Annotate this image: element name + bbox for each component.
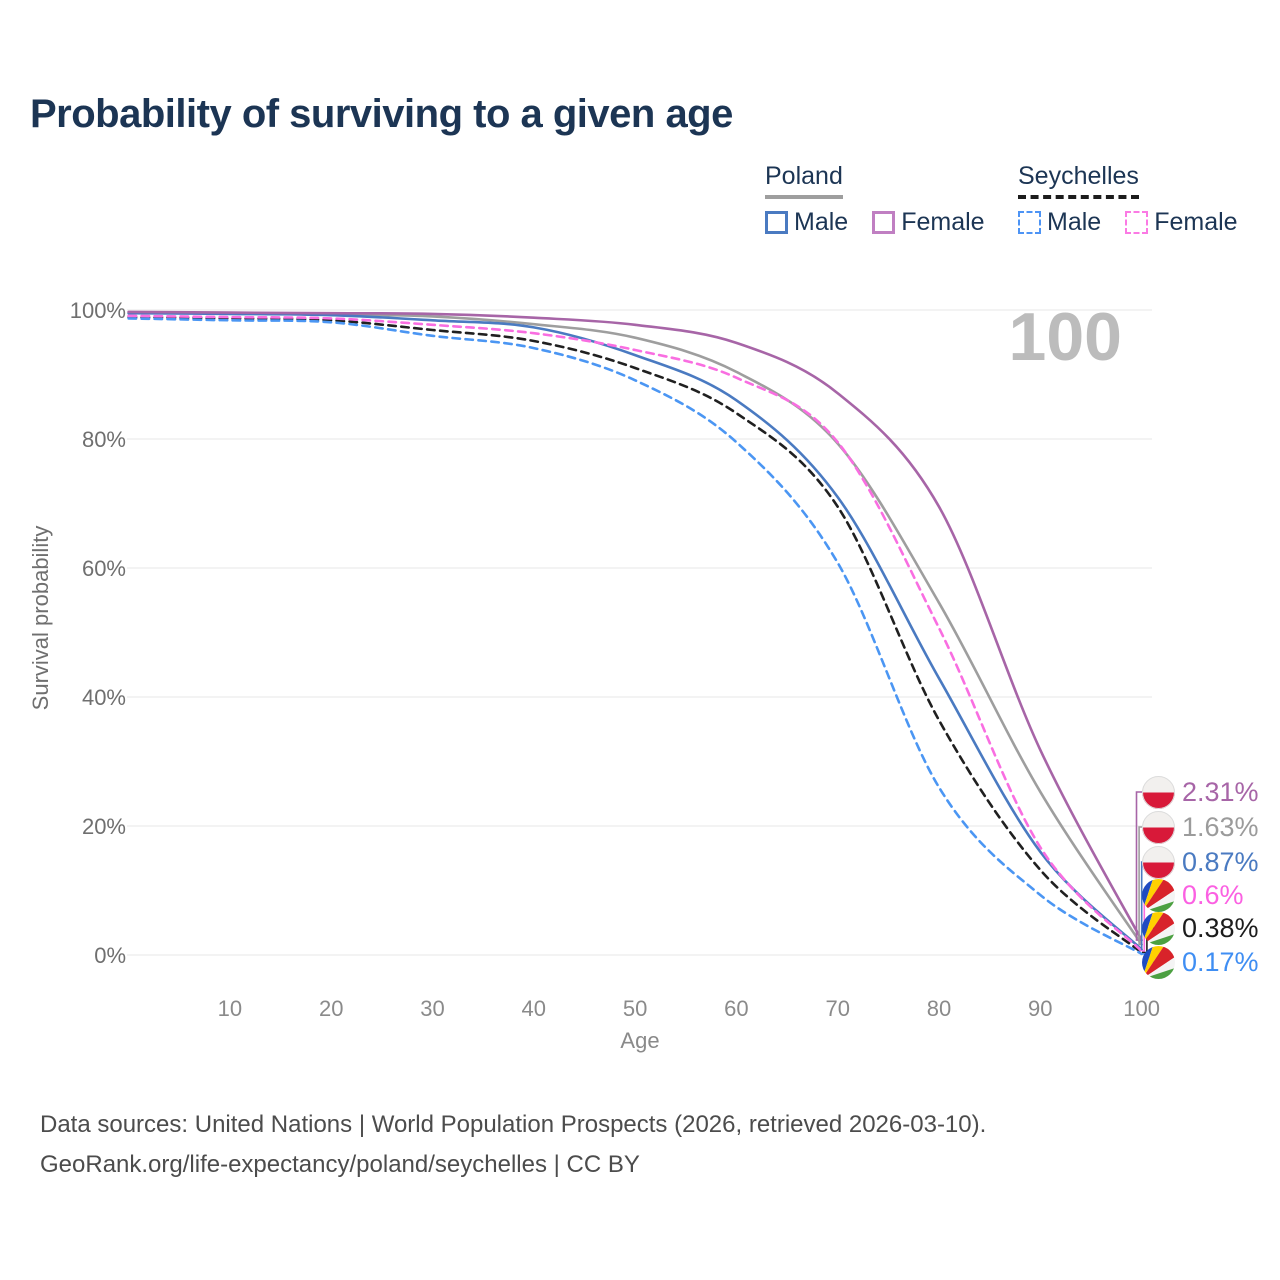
- hover-age-readout: 100: [1009, 299, 1122, 375]
- y-axis-title: Survival probability: [28, 526, 53, 711]
- poland-line-swatch: [765, 195, 843, 199]
- legend-item-poland-male[interactable]: Male: [765, 208, 848, 237]
- end-label-value: 0.17%: [1182, 946, 1259, 977]
- x-tick-100: 100: [1123, 996, 1160, 1021]
- poland-female-swatch: [872, 211, 896, 234]
- chart-title: Probability of surviving to a given age: [30, 92, 733, 136]
- end-label-poland-male: 0.87%: [1142, 845, 1259, 879]
- x-tick-20: 20: [319, 996, 343, 1021]
- legend-label-poland-female: Female: [901, 208, 985, 236]
- x-tick-50: 50: [623, 996, 647, 1021]
- end-label-poland-female: 2.31%: [1142, 775, 1259, 809]
- end-label-value: 0.38%: [1182, 912, 1259, 943]
- y-tick-60: 60%: [82, 556, 126, 581]
- seychelles-flag-icon: [1142, 911, 1175, 945]
- legend-label-seychelles-female: Female: [1154, 208, 1238, 236]
- footer: Data sources: United Nations | World Pop…: [40, 1105, 986, 1185]
- legend-label-poland-male: Male: [794, 208, 849, 236]
- seychelles-flag-icon: [1142, 878, 1175, 912]
- legend-country-poland-label: Poland: [765, 162, 843, 190]
- poland-flag-icon: [1142, 810, 1175, 844]
- footer-sources: Data sources: United Nations | World Pop…: [40, 1111, 987, 1138]
- x-tick-30: 30: [420, 996, 444, 1021]
- legend-item-seychelles-female[interactable]: Female: [1125, 208, 1238, 237]
- legend-label-seychelles-male: Male: [1047, 208, 1102, 236]
- seychelles-male-swatch: [1018, 211, 1041, 234]
- end-label-value: 0.87%: [1182, 846, 1259, 877]
- x-axis-title: Age: [620, 1028, 659, 1053]
- poland-flag-icon: [1142, 775, 1175, 809]
- end-label-value: 2.31%: [1182, 776, 1259, 807]
- x-tick-60: 60: [724, 996, 748, 1021]
- curve-poland-male[interactable]: [127, 311, 1143, 951]
- seychelles-line-swatch: [1018, 195, 1139, 199]
- curve-seychelles-male[interactable]: [127, 317, 1143, 956]
- legend-country-seychelles-label: Seychelles: [1018, 162, 1139, 190]
- x-tick-10: 10: [218, 996, 242, 1021]
- legend-country-poland[interactable]: Poland: [765, 162, 843, 199]
- x-tick-40: 40: [522, 996, 546, 1021]
- curve-poland-female[interactable]: [127, 310, 1143, 942]
- x-tick-90: 90: [1028, 996, 1052, 1021]
- legend-item-poland-female[interactable]: Female: [872, 208, 985, 237]
- y-tick-40: 40%: [82, 685, 126, 710]
- curve-seychelles[interactable]: [127, 315, 1143, 954]
- x-tick-70: 70: [825, 996, 849, 1021]
- footer-url: GeoRank.org/life-expectancy/poland/seych…: [40, 1151, 640, 1178]
- legend-group-poland: Poland Male Female: [765, 162, 1009, 237]
- end-label-seychelles-female: 0.6%: [1142, 878, 1244, 912]
- y-tick-100: 100%: [70, 298, 126, 323]
- poland-flag-icon: [1142, 845, 1175, 879]
- end-label-seychelles: 0.38%: [1142, 911, 1259, 945]
- legend-country-seychelles[interactable]: Seychelles: [1018, 162, 1139, 199]
- end-label-value: 1.63%: [1182, 811, 1259, 842]
- legend-item-seychelles-male[interactable]: Male: [1018, 208, 1101, 237]
- y-tick-20: 20%: [82, 814, 126, 839]
- end-label-seychelles-male: 0.17%: [1142, 945, 1259, 979]
- seychelles-flag-icon: [1142, 945, 1175, 979]
- poland-male-swatch: [765, 211, 788, 234]
- seychelles-female-swatch: [1125, 211, 1149, 234]
- curve-seychelles-female[interactable]: [127, 314, 1143, 953]
- end-label-value: 0.6%: [1182, 879, 1244, 910]
- x-tick-80: 80: [927, 996, 951, 1021]
- legend-group-seychelles: Seychelles Male Female: [1018, 162, 1262, 237]
- y-tick-80: 80%: [82, 427, 126, 452]
- end-label-poland: 1.63%: [1142, 810, 1259, 844]
- y-tick-0: 0%: [94, 943, 126, 968]
